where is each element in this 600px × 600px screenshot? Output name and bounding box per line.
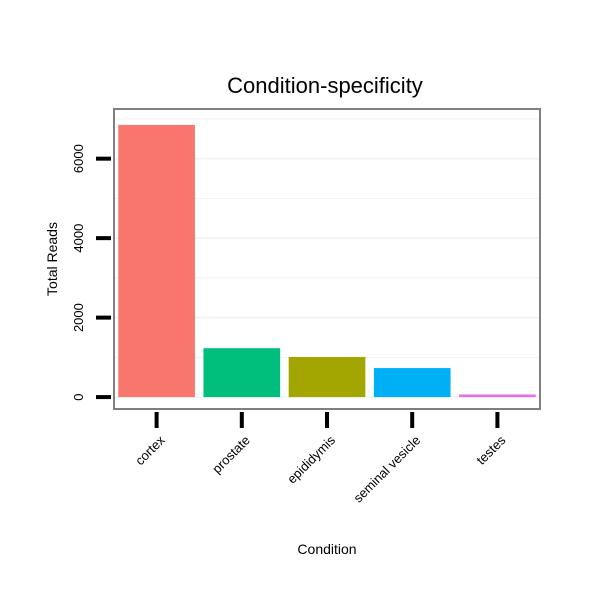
bar-prostate [203,348,281,398]
bar-testes [459,394,536,398]
x-axis-title: Condition [297,541,356,557]
chart-title: Condition-specificity [227,73,423,98]
y-tick-label: 6000 [71,144,86,173]
bar-cortex [118,124,195,398]
y-axis-title: Total Reads [44,222,60,296]
plot-panel-border [113,108,541,410]
bar-seminal-vesicle [373,368,451,398]
bar-epididymis [288,356,366,398]
bars [118,124,536,398]
y-tick-label: 2000 [71,303,86,332]
y-tick-label: 0 [71,393,86,400]
y-axis: 0 2000 4000 6000 [71,144,111,401]
y-tick-label: 4000 [71,224,86,253]
